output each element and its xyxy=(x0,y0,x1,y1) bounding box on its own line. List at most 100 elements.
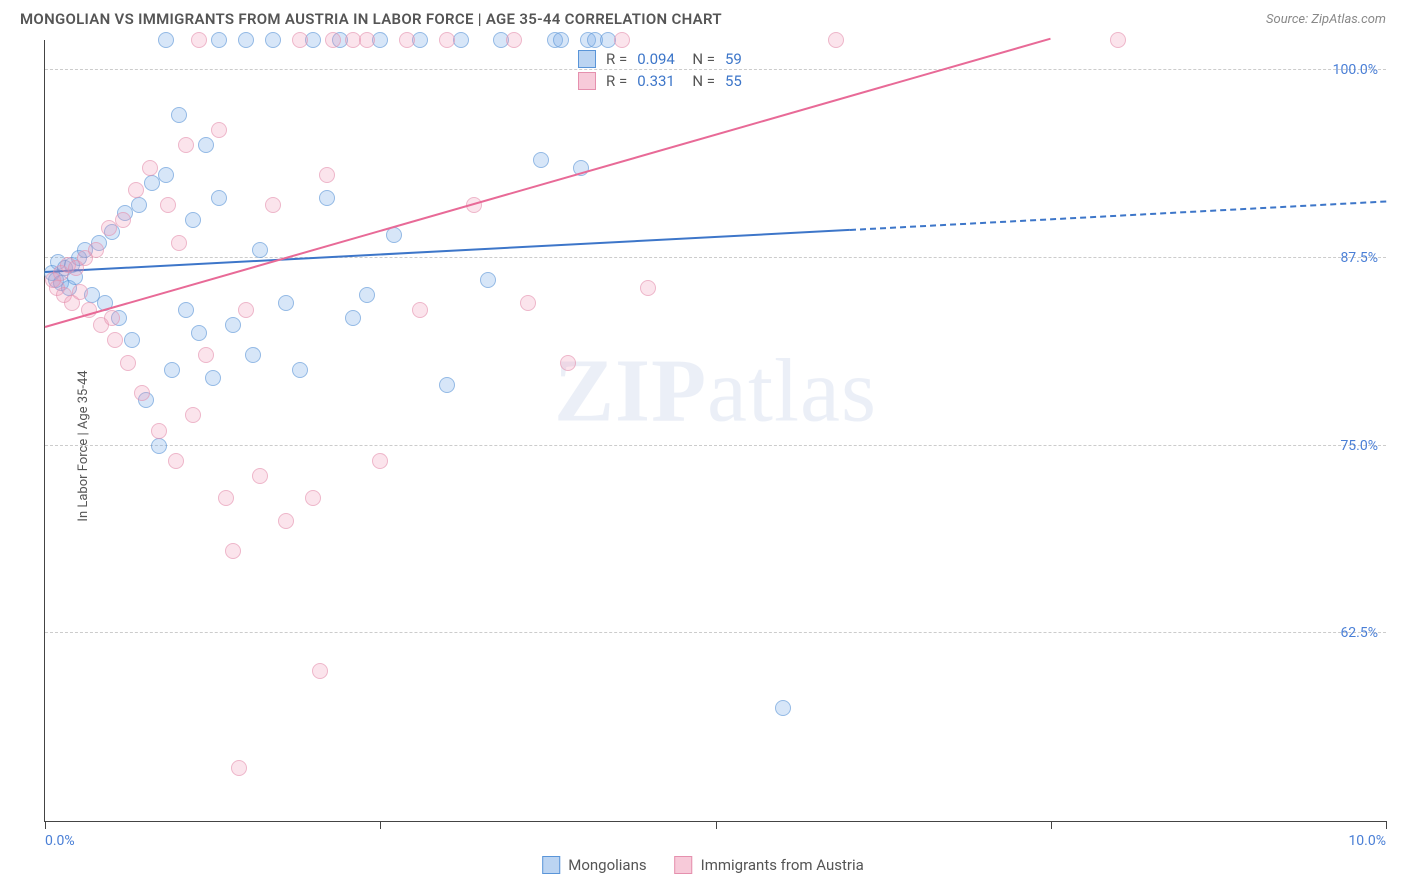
data-point xyxy=(553,32,569,48)
data-point xyxy=(775,700,791,716)
data-point xyxy=(225,317,241,333)
x-tick xyxy=(716,821,717,829)
data-point xyxy=(439,377,455,393)
data-point xyxy=(359,287,375,303)
x-tick xyxy=(1386,821,1387,829)
data-point xyxy=(305,490,321,506)
data-point xyxy=(292,32,308,48)
x-tick-label: 0.0% xyxy=(45,833,75,849)
data-point xyxy=(399,32,415,48)
x-tick xyxy=(1051,821,1052,829)
data-point xyxy=(480,272,496,288)
data-point xyxy=(345,310,361,326)
data-point xyxy=(185,212,201,228)
data-point xyxy=(278,513,294,529)
data-point xyxy=(359,32,375,48)
data-point xyxy=(171,107,187,123)
stat-n-label: N = xyxy=(685,72,715,90)
legend-item: Immigrants from Austria xyxy=(675,856,864,874)
legend: Mongolians Immigrants from Austria xyxy=(542,856,864,874)
data-point xyxy=(560,355,576,371)
data-point xyxy=(265,197,281,213)
data-point xyxy=(218,490,234,506)
legend-item: Mongolians xyxy=(542,856,646,874)
stat-n-value: 55 xyxy=(725,72,742,90)
trend-line-extrapolated xyxy=(850,200,1387,231)
legend-swatch xyxy=(675,856,693,874)
trend-line xyxy=(45,229,850,273)
data-point xyxy=(142,160,158,176)
y-tick-label: 87.5% xyxy=(1340,250,1378,266)
legend-swatch xyxy=(542,856,560,874)
data-point xyxy=(104,310,120,326)
data-point xyxy=(640,280,656,296)
data-point xyxy=(164,362,180,378)
data-point xyxy=(211,190,227,206)
data-point xyxy=(614,32,630,48)
data-point xyxy=(198,347,214,363)
stat-row: R = 0.331 N = 55 xyxy=(578,70,742,92)
data-point xyxy=(168,453,184,469)
stat-row: R = 0.094 N = 59 xyxy=(578,48,742,70)
data-point xyxy=(115,212,131,228)
data-point xyxy=(238,302,254,318)
legend-swatch xyxy=(578,50,596,68)
data-point xyxy=(158,167,174,183)
data-point xyxy=(245,347,261,363)
y-tick-label: 100.0% xyxy=(1333,62,1378,78)
data-point xyxy=(252,242,268,258)
gridline xyxy=(45,445,1386,446)
data-point xyxy=(185,407,201,423)
data-point xyxy=(151,423,167,439)
data-point xyxy=(533,152,549,168)
stat-r-value: 0.094 xyxy=(637,50,675,68)
source-attribution: Source: ZipAtlas.com xyxy=(1266,12,1386,27)
data-point xyxy=(372,453,388,469)
data-point xyxy=(120,355,136,371)
data-point xyxy=(72,284,88,300)
stat-r-label: R = xyxy=(606,72,627,90)
data-point xyxy=(88,242,104,258)
data-point xyxy=(211,32,227,48)
data-point xyxy=(205,370,221,386)
data-point xyxy=(107,332,123,348)
data-point xyxy=(312,663,328,679)
data-point xyxy=(238,32,254,48)
legend-label: Mongolians xyxy=(568,856,646,874)
x-tick xyxy=(380,821,381,829)
gridline xyxy=(45,632,1386,633)
data-point xyxy=(191,32,207,48)
data-point xyxy=(178,137,194,153)
data-point xyxy=(520,295,536,311)
y-tick-label: 62.5% xyxy=(1340,625,1378,641)
data-point xyxy=(124,332,140,348)
data-point xyxy=(292,362,308,378)
data-point xyxy=(278,295,294,311)
data-point xyxy=(1110,32,1126,48)
data-point xyxy=(319,190,335,206)
data-point xyxy=(191,325,207,341)
gridline xyxy=(45,69,1386,70)
data-point xyxy=(158,32,174,48)
data-point xyxy=(160,197,176,213)
data-point xyxy=(319,167,335,183)
data-point xyxy=(231,760,247,776)
stat-r-value: 0.331 xyxy=(637,72,675,90)
data-point xyxy=(412,302,428,318)
scatter-chart: ZIPatlas R = 0.094 N = 59R = 0.331 N = 5… xyxy=(44,40,1386,822)
trend-line xyxy=(45,38,1051,328)
data-point xyxy=(828,32,844,48)
data-point xyxy=(252,468,268,484)
data-point xyxy=(439,32,455,48)
chart-title: MONGOLIAN VS IMMIGRANTS FROM AUSTRIA IN … xyxy=(20,10,722,28)
x-tick-label: 10.0% xyxy=(1348,833,1386,849)
data-point xyxy=(178,302,194,318)
data-point xyxy=(211,122,227,138)
data-point xyxy=(131,197,147,213)
data-point xyxy=(506,32,522,48)
y-tick-label: 75.0% xyxy=(1340,438,1378,454)
data-point xyxy=(325,32,341,48)
x-tick xyxy=(45,821,46,829)
data-point xyxy=(128,182,144,198)
watermark: ZIPatlas xyxy=(554,340,877,443)
